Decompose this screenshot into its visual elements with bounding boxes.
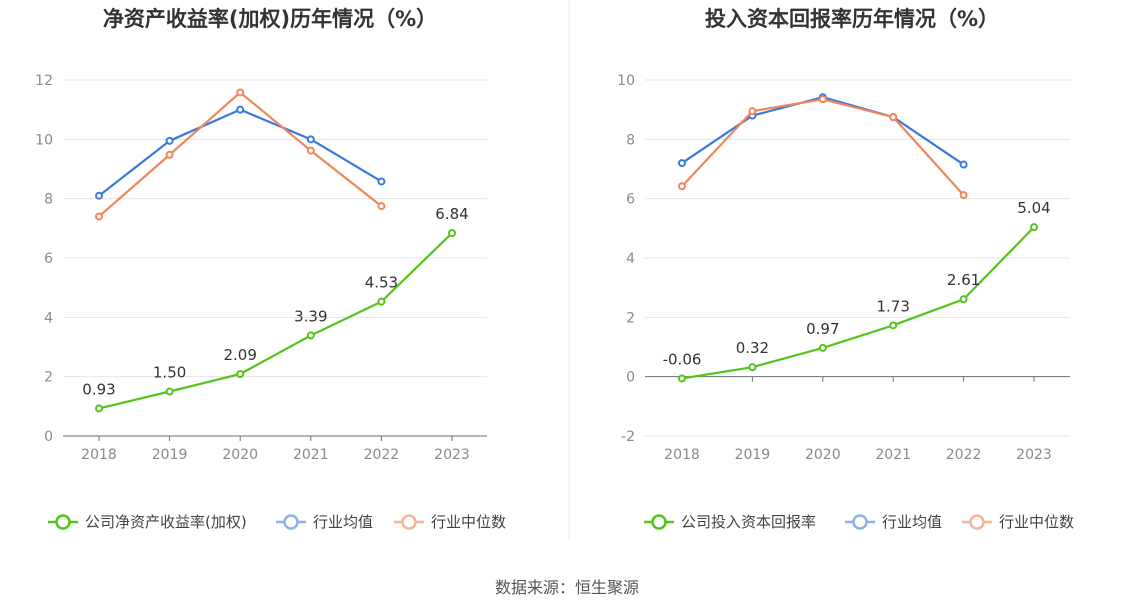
data-point (165, 136, 174, 145)
legend-marker (969, 514, 985, 530)
legend-label: 行业中位数 (431, 513, 506, 531)
legend-marker (651, 514, 667, 530)
data-point (448, 229, 456, 238)
x-tick-label: 2022 (946, 447, 982, 463)
data-point (678, 182, 686, 191)
x-tick-label: 2019 (735, 447, 771, 463)
data-label: 2.09 (223, 346, 256, 364)
data-point (959, 160, 968, 169)
roic-chart: 投入资本回报率历年情况（%） -2 0 2 4 6 8 10 2018 2019 2020 2021 2… (617, 7, 1074, 531)
legend-label: 公司投入资本回报率 (681, 513, 816, 531)
y-tick-label: 0 (626, 370, 635, 386)
data-point (748, 107, 757, 116)
x-tick-label: 2019 (152, 447, 188, 463)
legend-label: 公司净资产收益率(加权) (85, 513, 247, 531)
chart-title: 投入资本回报率历年情况（%） (705, 7, 999, 31)
data-label: 2.61 (947, 271, 980, 289)
data-label: 0.97 (806, 320, 839, 338)
data-label: 0.32 (736, 339, 769, 357)
y-tick-label: 8 (626, 132, 635, 148)
data-point (818, 95, 827, 104)
data-point (818, 343, 827, 352)
x-tick-label: 2018 (664, 447, 700, 463)
y-tick-label: 0 (44, 429, 53, 445)
x-tick-label: 2021 (293, 447, 329, 463)
data-label: 0.93 (82, 380, 115, 398)
data-point (95, 212, 103, 221)
data-label: 1.50 (153, 364, 186, 382)
data-point (306, 146, 315, 155)
y-tick-label: 6 (626, 192, 635, 208)
data-label: 4.53 (365, 274, 398, 292)
x-tick-label: 2023 (434, 447, 470, 463)
data-point (95, 404, 103, 413)
data-point (959, 295, 968, 304)
data-point (236, 105, 245, 114)
x-tick-label: 2022 (364, 447, 400, 463)
y-tick-label: 10 (617, 73, 635, 89)
y-tick-label: 4 (44, 310, 53, 326)
chart-title: 净资产收益率(加权)历年情况（%） (103, 7, 437, 31)
data-point (377, 202, 386, 211)
y-tick-label: 6 (44, 251, 53, 267)
legend-label: 行业中位数 (999, 513, 1074, 531)
y-tick-label: -2 (621, 429, 635, 445)
legend-marker (852, 514, 868, 530)
x-tick-label: 2020 (222, 447, 258, 463)
y-tick-label: 10 (35, 132, 53, 148)
data-point (678, 159, 686, 168)
data-point (748, 363, 757, 372)
data-label: -0.06 (663, 350, 702, 368)
series-line-0 (681, 226, 1035, 380)
x-tick-label: 2021 (875, 447, 911, 463)
series-line-2 (681, 98, 965, 196)
series-line-1 (98, 108, 382, 197)
data-point (236, 88, 245, 97)
data-point (377, 297, 386, 306)
y-tick-label: 2 (626, 310, 635, 326)
data-point (306, 135, 315, 144)
data-point (889, 321, 898, 330)
y-tick-label: 4 (626, 251, 635, 267)
data-label: 6.84 (435, 205, 468, 223)
x-tick-label: 2020 (805, 447, 841, 463)
data-point (959, 191, 968, 200)
data-source-note: 数据来源：恒生聚源 (494, 578, 639, 597)
x-tick-label: 2023 (1016, 447, 1052, 463)
legend-marker (55, 514, 71, 530)
y-tick-label: 2 (44, 370, 53, 386)
data-point (889, 113, 898, 122)
data-label: 1.73 (876, 297, 909, 315)
legend-marker (401, 514, 417, 530)
legend-label: 行业均值 (882, 513, 942, 531)
legend-label: 行业均值 (313, 513, 373, 531)
roe-chart: 净资产收益率(加权)历年情况（%） 0 2 4 6 8 10 12 2018 2019 2020 20… (35, 7, 506, 531)
data-point (165, 150, 174, 159)
x-tick-label: 2018 (81, 447, 117, 463)
y-tick-label: 8 (44, 192, 53, 208)
data-point (236, 369, 245, 378)
data-point (95, 191, 103, 200)
data-point (678, 374, 686, 383)
series-line-1 (681, 96, 965, 166)
y-tick-label: 12 (35, 73, 53, 89)
data-label: 3.39 (294, 307, 327, 325)
legend-marker (283, 514, 299, 530)
data-point (306, 331, 315, 340)
data-point (377, 177, 386, 186)
data-point (165, 387, 174, 396)
data-point (1030, 223, 1038, 232)
data-label: 5.04 (1017, 199, 1050, 217)
series-line-0 (98, 232, 453, 410)
